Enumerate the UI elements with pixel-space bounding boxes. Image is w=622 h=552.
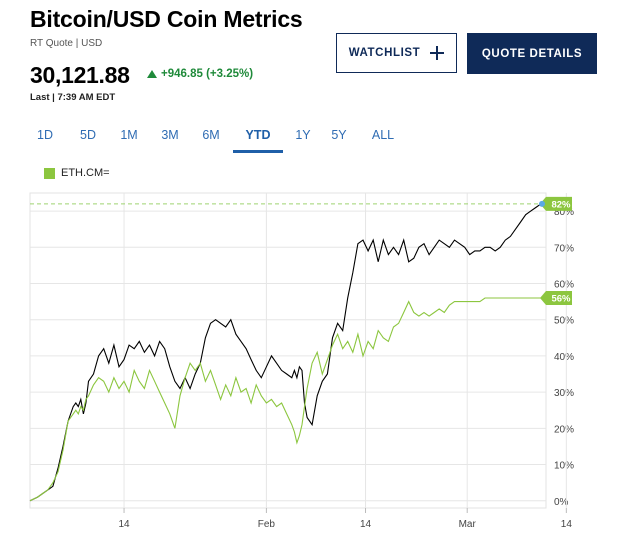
- end-label-badge: [540, 291, 572, 305]
- x-tick-label: 14: [118, 519, 130, 530]
- x-tick-label: 14: [561, 519, 573, 530]
- plus-icon: [430, 46, 445, 60]
- y-tick-label: 0%: [554, 497, 569, 508]
- x-tick-label: Mar: [459, 519, 477, 530]
- series-line-eth: [29, 297, 546, 502]
- y-tick-label: 60%: [554, 280, 574, 291]
- legend-swatch-eth: [44, 167, 55, 179]
- quote-details-button[interactable]: QUOTE DETAILS: [467, 33, 597, 74]
- tab-3m[interactable]: 3M: [161, 128, 179, 142]
- end-label-text: 56%: [551, 294, 571, 305]
- page-title: Bitcoin/USD Coin Metrics: [30, 6, 303, 32]
- tab-1m[interactable]: 1M: [120, 128, 138, 142]
- price-change: +946.85 (+3.25%): [147, 68, 253, 80]
- last-updated: Last | 7:39 AM EDT: [30, 92, 116, 103]
- quote-details-button-label: QUOTE DETAILS: [481, 47, 583, 60]
- tab-ytd[interactable]: YTD: [233, 126, 283, 153]
- tab-5d[interactable]: 5D: [80, 128, 96, 142]
- watchlist-button-label: WATCHLIST: [348, 47, 421, 59]
- y-tick-label: 30%: [554, 388, 574, 399]
- y-tick-label: 40%: [554, 352, 574, 363]
- up-arrow-icon: [147, 70, 157, 78]
- x-tick-label: 14: [360, 519, 372, 530]
- last-price: 30,121.88: [30, 62, 130, 88]
- performance-chart: 0%10%20%30%40%50%60%70%80%14Feb14Mar14Ap…: [29, 192, 574, 530]
- tab-6m[interactable]: 6M: [202, 128, 220, 142]
- quote-subtitle: RT Quote | USD: [30, 38, 103, 49]
- tab-5y[interactable]: 5Y: [331, 128, 347, 142]
- y-tick-label: 50%: [554, 316, 574, 327]
- watchlist-button[interactable]: WATCHLIST: [336, 33, 457, 73]
- price-change-value: +946.85 (+3.25%): [161, 68, 254, 80]
- tab-all[interactable]: ALL: [371, 128, 395, 142]
- y-tick-label: 80%: [554, 207, 574, 218]
- end-label-text: 82%: [551, 199, 571, 210]
- plot-frame: [29, 192, 547, 509]
- series-line-bitcoin: [29, 203, 546, 502]
- end-marker-dot: [539, 200, 545, 207]
- tab-1d[interactable]: 1D: [37, 128, 53, 142]
- chart-legend: ETH.CM=: [44, 167, 110, 179]
- end-label-badge: [540, 196, 572, 211]
- y-tick-label: 10%: [554, 461, 574, 472]
- tab-1y[interactable]: 1Y: [295, 128, 311, 142]
- y-tick-label: 20%: [554, 424, 574, 435]
- legend-label-eth: ETH.CM=: [61, 167, 110, 179]
- y-tick-label: 70%: [554, 243, 574, 254]
- x-tick-label: Feb: [258, 519, 276, 530]
